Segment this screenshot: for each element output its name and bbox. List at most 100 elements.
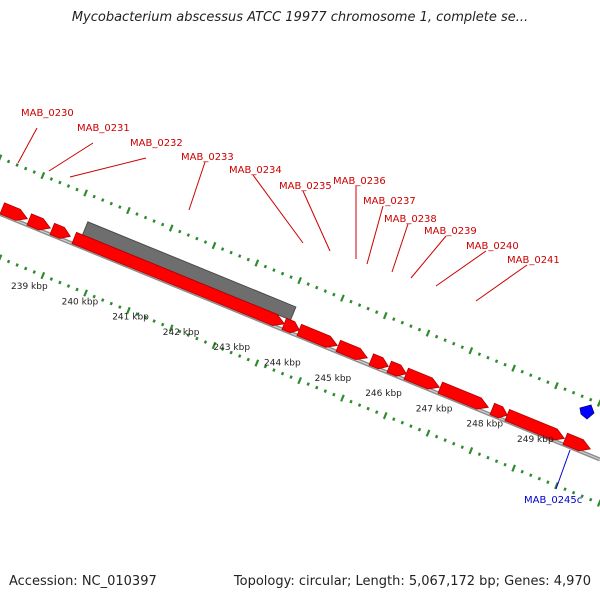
gene-label: MAB_0230 [21,108,74,119]
scale-major-tick [297,276,302,285]
scale-minor-tick [24,266,28,271]
scale-major-tick [340,394,345,402]
scale-minor-tick [563,487,567,492]
scale-minor-tick [332,292,336,297]
scale-minor-tick [220,347,225,351]
scale-minor-tick [186,233,191,237]
gene-label: MAB_0236 [333,176,386,187]
scale-minor-tick [357,303,362,307]
scale-minor-tick [272,368,276,372]
misc-feature-bar [81,221,297,321]
gene-label: MAB_0240 [466,241,519,252]
gene-leader-line [475,264,528,302]
scale-minor-tick [135,212,139,216]
upper-scale-track [0,154,600,407]
gene-leader-line [391,223,409,273]
scale-major-tick [554,382,559,390]
scale-major-tick [254,259,260,267]
scale-minor-tick [229,250,233,255]
scale-minor-tick [109,201,113,206]
scale-minor-tick [143,315,148,320]
scale-minor-tick [58,180,62,185]
scale-minor-tick [32,270,36,274]
scale-minor-tick [92,194,96,199]
scale-minor-tick [203,240,208,244]
gene-leader-line [410,235,447,279]
scale-minor-tick [66,284,71,288]
scale-minor-tick [58,280,62,285]
scale-minor-tick [494,359,499,364]
scale-minor-tick [178,229,182,234]
scale-minor-tick [589,397,593,402]
scale-minor-tick [238,354,242,358]
scale-minor-tick [434,434,439,439]
scale-major-tick [297,376,302,385]
scale-minor-tick [349,299,353,304]
scale-major-tick [554,482,559,490]
scale-minor-tick [49,177,54,181]
scale-major-tick [511,464,516,472]
scale-major-tick [211,241,217,250]
gene-arrow-plus [49,222,71,239]
kbp-tick-label: 247 kbp [416,404,453,414]
scale-minor-tick [349,399,353,404]
scale-minor-tick [580,494,584,499]
scale-minor-tick [75,187,79,192]
gene-arrow-plus [26,213,52,231]
scale-minor-tick [263,364,268,369]
scale-minor-tick [66,184,71,188]
accession-text: Accession: NC_010397 [9,574,157,589]
scale-minor-tick [443,338,447,342]
kbp-tick-label: 244 kbp [264,359,301,369]
scale-minor-tick [563,387,567,392]
scale-minor-tick [101,198,105,202]
scale-major-tick [211,341,217,350]
scale-minor-tick [220,247,225,251]
scale-minor-tick [160,222,165,227]
scale-major-tick [168,224,174,232]
scale-major-tick [511,364,516,372]
scale-minor-tick [306,282,310,286]
scale-minor-tick [546,480,550,485]
scale-major-tick [596,399,600,407]
scale-minor-tick [332,392,336,397]
gene-arrow-plus [437,381,490,410]
scale-minor-tick [178,329,182,334]
gene-arrow-plus [386,360,407,377]
kbp-tick-label: 243 kbp [213,343,250,353]
lower-scale-track [0,254,600,507]
scale-minor-tick [280,271,285,276]
scale-minor-tick [152,219,156,223]
scale-major-tick [382,311,388,320]
scale-minor-tick [486,355,490,360]
scale-minor-tick [24,166,28,171]
scale-minor-tick [477,352,482,357]
scale-major-tick [0,254,3,261]
scale-minor-tick [203,340,208,344]
gene-label: MAB_0238 [384,214,437,225]
scale-minor-tick [400,320,405,325]
gene-arrow-plus [489,402,508,419]
scale-major-tick [83,289,88,297]
scale-major-tick [126,306,131,315]
scale-minor-tick [366,306,370,311]
gene-leader-line [252,174,304,244]
kbp-tick-label: 246 kbp [365,389,402,399]
scale-minor-tick [486,455,490,460]
scale-minor-tick [571,390,576,395]
gene-leader-line [366,205,384,265]
scale-minor-tick [143,215,148,220]
gene-arrow-plus [562,432,592,452]
scale-minor-tick [529,373,533,378]
scale-major-tick [0,154,3,161]
scale-major-tick [468,347,474,355]
scale-minor-tick [452,341,456,346]
scale-minor-tick [452,441,456,446]
scale-minor-tick [195,336,199,341]
scale-minor-tick [400,420,405,425]
scale-major-tick [126,206,131,215]
scale-major-tick [168,324,174,332]
scale-minor-tick [195,236,199,241]
scale-minor-tick [520,469,524,474]
